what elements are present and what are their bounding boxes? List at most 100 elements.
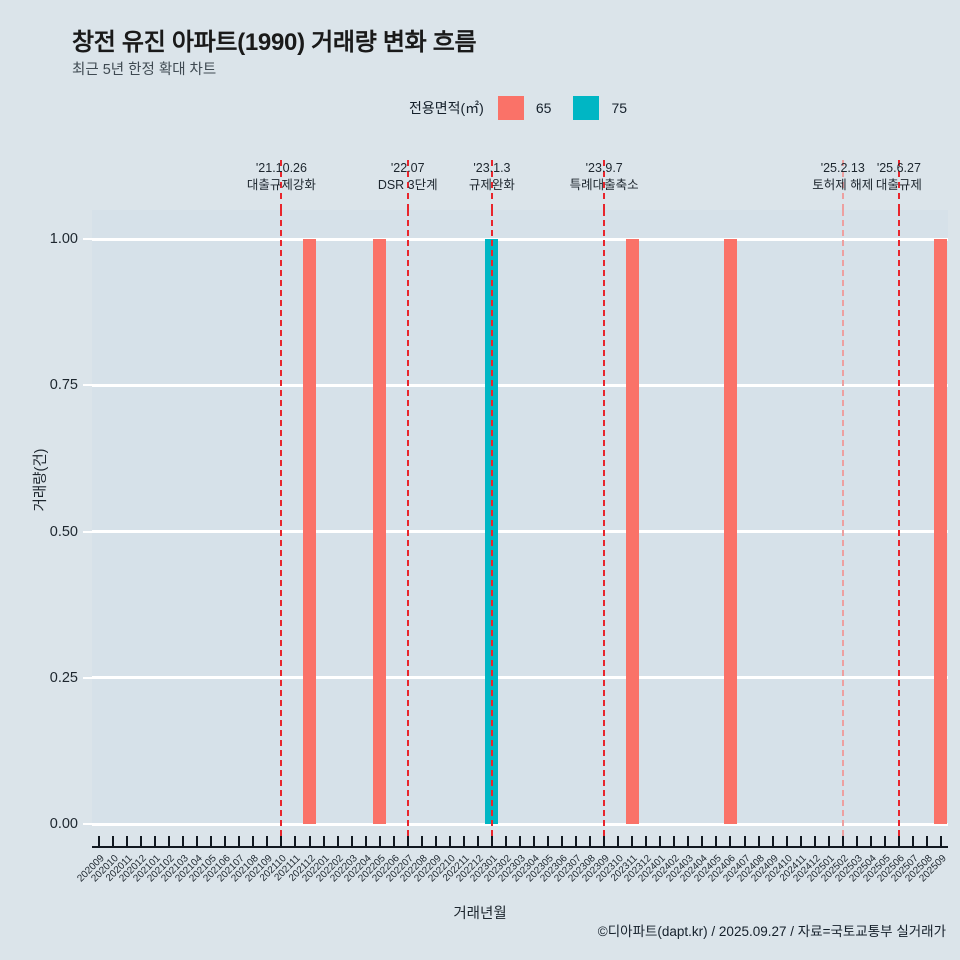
- x-tick-mark: [855, 836, 858, 847]
- gridline: [92, 676, 948, 680]
- x-tick-mark: [645, 836, 648, 847]
- x-tick-mark: [757, 836, 760, 847]
- x-tick-mark: [631, 836, 634, 847]
- legend-title: 전용면적(㎡): [409, 100, 484, 116]
- x-tick-mark: [420, 836, 423, 847]
- event-date: '23.9.7: [585, 161, 623, 175]
- event-line-top-202506: [897, 160, 900, 210]
- bar-65-202509[interactable]: [934, 239, 948, 824]
- page-title: 창전 유진 아파트(1990) 거래량 변화 흐름: [72, 29, 477, 56]
- event-annotation-202207: '22.07 DSR 3단계: [378, 160, 438, 194]
- event-date: '25.6.27: [876, 161, 921, 175]
- x-tick-mark: [224, 836, 227, 847]
- x-tick-mark: [504, 836, 507, 847]
- x-tick-mark: [406, 836, 409, 847]
- event-line-202502: [841, 210, 844, 846]
- x-tick-mark: [196, 836, 199, 847]
- y-tick-mark: [83, 823, 93, 825]
- x-tick-mark: [378, 836, 381, 847]
- bar-65-202205[interactable]: [373, 239, 387, 824]
- x-tick-mark: [252, 836, 255, 847]
- x-axis-line: [92, 846, 948, 848]
- event-line-202207: [406, 210, 409, 846]
- x-tick-mark: [827, 836, 830, 847]
- y-tick-label: 0.25: [49, 669, 78, 686]
- bar-65-202406[interactable]: [723, 239, 737, 824]
- x-tick-mark: [490, 836, 493, 847]
- page-subtitle: 최근 5년 한정 확대 차트: [72, 62, 217, 78]
- x-axis-title: 거래년월: [453, 906, 507, 922]
- x-tick-mark: [813, 836, 816, 847]
- x-tick-mark: [869, 836, 872, 847]
- x-tick-mark: [617, 836, 620, 847]
- x-tick-mark: [911, 836, 914, 847]
- x-tick-mark: [575, 836, 578, 847]
- event-desc: 특례대출축소: [569, 178, 639, 192]
- x-tick-mark: [364, 836, 367, 847]
- gridline: [92, 237, 948, 241]
- x-tick-mark: [210, 836, 213, 847]
- x-tick-mark: [659, 836, 662, 847]
- y-tick-label: 0.50: [49, 523, 78, 540]
- y-tick-label: 0.75: [49, 377, 78, 394]
- x-tick-mark: [561, 836, 564, 847]
- x-tick-mark: [392, 836, 395, 847]
- x-tick-mark: [238, 836, 241, 847]
- x-tick-mark: [701, 836, 704, 847]
- x-tick-mark: [743, 836, 746, 847]
- x-tick-mark: [547, 836, 550, 847]
- y-tick-mark: [83, 384, 93, 387]
- x-tick-mark: [322, 836, 325, 847]
- x-tick-mark: [448, 836, 451, 847]
- x-tick-mark: [126, 836, 129, 847]
- x-tick-mark: [897, 836, 900, 847]
- y-tick-mark: [83, 530, 93, 533]
- x-tick-mark: [589, 836, 592, 847]
- bar-65-202311[interactable]: [625, 239, 639, 824]
- plot-area: [92, 210, 948, 846]
- x-tick-mark: [925, 836, 928, 847]
- event-annotation-202301: '23.1.3 규제완화: [469, 160, 515, 194]
- bar-65-202112[interactable]: [303, 239, 316, 824]
- event-desc: DSR 3단계: [377, 178, 438, 192]
- gridline: [92, 383, 948, 387]
- y-tick-label: 1.00: [49, 231, 78, 248]
- legend-label-75: 75: [611, 100, 628, 116]
- event-annotation-202309: '23.9.7 특례대출축소: [570, 160, 639, 194]
- x-tick-mark: [336, 836, 339, 847]
- x-tick-mark: [939, 836, 942, 847]
- event-desc: 규제완화: [468, 178, 515, 192]
- x-tick-mark: [771, 836, 774, 847]
- x-tick-mark: [533, 836, 536, 847]
- legend: 전용면적(㎡) 65 75: [409, 96, 649, 120]
- event-line-202506: [897, 210, 900, 846]
- event-line-top-202309: [603, 160, 606, 210]
- x-tick-mark: [841, 836, 844, 847]
- x-tick-mark: [785, 836, 788, 847]
- event-desc: 대출규제: [875, 178, 922, 192]
- legend-swatch-65: [497, 96, 524, 120]
- x-tick-mark: [182, 836, 185, 847]
- event-line-top-202207: [406, 160, 409, 210]
- x-tick-mark: [112, 836, 115, 847]
- x-tick-mark: [603, 836, 606, 847]
- x-tick-mark: [294, 836, 297, 847]
- x-tick-mark: [154, 836, 157, 847]
- x-tick-mark: [98, 836, 101, 847]
- x-tick-mark: [519, 836, 521, 847]
- y-tick-label: 0.00: [49, 816, 78, 832]
- event-date: '21.10.26: [255, 161, 307, 175]
- x-tick-mark: [715, 836, 718, 847]
- x-tick-mark: [883, 836, 886, 847]
- x-tick-mark: [266, 836, 269, 847]
- event-date: '23.1.3: [473, 161, 511, 175]
- x-tick-mark: [476, 836, 479, 847]
- x-tick-mark: [729, 836, 732, 847]
- event-line-top-202301: [490, 160, 493, 210]
- footer-credit: ©디아파트(dapt.kr) / 2025.09.27 / 자료=국토교통부 실…: [597, 924, 946, 939]
- gridline: [92, 822, 948, 826]
- y-tick-mark: [83, 238, 93, 241]
- event-line-202309: [603, 210, 606, 846]
- event-line-top-202110: [280, 160, 283, 210]
- y-axis-title: 거래량(건): [33, 448, 50, 512]
